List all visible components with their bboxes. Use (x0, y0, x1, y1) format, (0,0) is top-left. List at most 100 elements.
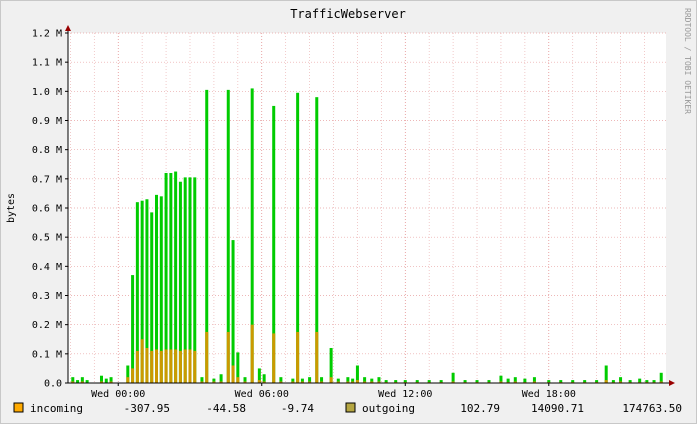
bar-outgoing (363, 381, 367, 383)
bar-incoming (403, 380, 407, 383)
bar-outgoing (296, 331, 300, 383)
bar-incoming (384, 380, 388, 383)
bar-incoming (80, 377, 84, 383)
bar-incoming (363, 377, 367, 383)
bar-outgoing (257, 380, 261, 383)
bar-incoming (145, 199, 149, 383)
x-tick-label: Wed 06:00 (235, 389, 289, 400)
bar-incoming (559, 380, 563, 383)
y-tick-label: 0.4 M (32, 262, 62, 273)
bar-outgoing (145, 348, 149, 383)
bar-incoming (262, 374, 266, 383)
bar-outgoing (451, 381, 455, 383)
bar-incoming (427, 380, 431, 383)
legend-value-outgoing-2: 14090.71 (531, 402, 584, 415)
bar-incoming (226, 89, 230, 383)
bar-incoming (174, 171, 178, 383)
bar-incoming (243, 377, 247, 383)
bar-outgoing (336, 381, 340, 383)
bar-outgoing (174, 349, 178, 383)
bar-outgoing (279, 381, 283, 383)
bar-incoming (463, 380, 467, 383)
bar-incoming (652, 380, 656, 383)
legend-value-incoming-3: -9.74 (281, 402, 314, 415)
bar-outgoing (250, 324, 254, 383)
bar-incoming (140, 200, 144, 383)
bar-outgoing (243, 381, 247, 383)
bar-incoming (135, 202, 139, 383)
bar-incoming (231, 240, 235, 383)
bar-incoming (315, 97, 319, 384)
bar-outgoing (300, 381, 304, 383)
bar-outgoing (272, 333, 276, 383)
bar-incoming (523, 378, 527, 383)
bar-incoming (659, 372, 663, 383)
bar-outgoing (659, 381, 663, 383)
bar-incoming (645, 380, 649, 383)
bar-incoming (611, 380, 615, 383)
bar-incoming (188, 177, 192, 383)
bar-incoming (351, 378, 355, 383)
bar-incoming (291, 378, 295, 383)
bar-outgoing (619, 381, 623, 383)
bar-outgoing (183, 349, 187, 383)
bar-incoming (308, 377, 312, 383)
bar-incoming (415, 380, 419, 383)
bar-incoming (487, 380, 491, 383)
y-tick-label: 0.9 M (32, 116, 62, 127)
bar-outgoing (150, 350, 154, 383)
y-tick-label: 0.0 (44, 379, 62, 390)
x-tick-label: Wed 00:00 (91, 389, 145, 400)
y-tick-label: 0.3 M (32, 291, 62, 302)
bar-incoming (193, 177, 197, 383)
bar-incoming (212, 378, 216, 383)
y-tick-label: 1.1 M (32, 58, 62, 69)
legend-label-outgoing: outgoing (362, 402, 415, 415)
x-tick-label: Wed 18:00 (522, 389, 576, 400)
bar-incoming (604, 365, 608, 383)
bar-outgoing (200, 381, 204, 383)
bar-incoming (99, 375, 103, 383)
bar-incoming (619, 377, 623, 383)
bar-outgoing (178, 350, 182, 383)
bar-outgoing (193, 350, 197, 383)
bar-incoming (279, 377, 283, 383)
bar-incoming (320, 377, 324, 383)
bar-outgoing (604, 380, 608, 383)
bar-incoming (109, 377, 113, 383)
bar-outgoing (355, 380, 359, 383)
bar-incoming (76, 380, 80, 383)
bar-outgoing (226, 331, 230, 383)
bar-outgoing (126, 377, 130, 383)
bar-incoming (236, 352, 240, 383)
bar-outgoing (231, 365, 235, 383)
bar-incoming (250, 88, 254, 384)
bar-incoming (71, 377, 75, 383)
bar-incoming (506, 378, 510, 383)
bar-outgoing (320, 381, 324, 383)
bar-outgoing (80, 381, 84, 383)
bar-outgoing (219, 381, 223, 383)
bar-incoming (200, 377, 204, 383)
bar-incoming (159, 196, 163, 383)
bar-incoming (329, 348, 333, 383)
bar-outgoing (155, 349, 159, 383)
bar-incoming (296, 92, 300, 384)
x-tick-label: Wed 12:00 (378, 389, 432, 400)
bar-incoming (131, 275, 135, 383)
legend-label-incoming: incoming (30, 402, 83, 415)
bars (71, 88, 663, 384)
bar-incoming (336, 378, 340, 383)
bar-incoming (532, 377, 536, 383)
bar-outgoing (205, 331, 209, 383)
bar-outgoing (377, 381, 381, 383)
bar-incoming (155, 194, 159, 383)
bar-outgoing (291, 381, 295, 383)
bar-outgoing (351, 381, 355, 383)
bar-outgoing (532, 381, 536, 383)
rrdtool-watermark: RRDTOOL / TOBI OETIKER (683, 8, 692, 114)
bar-outgoing (262, 381, 266, 383)
bar-incoming (164, 173, 168, 383)
bar-outgoing (346, 381, 350, 383)
